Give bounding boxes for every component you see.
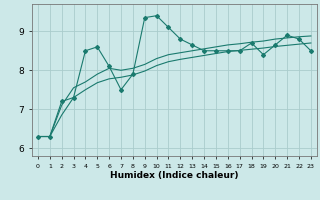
X-axis label: Humidex (Indice chaleur): Humidex (Indice chaleur) (110, 171, 239, 180)
